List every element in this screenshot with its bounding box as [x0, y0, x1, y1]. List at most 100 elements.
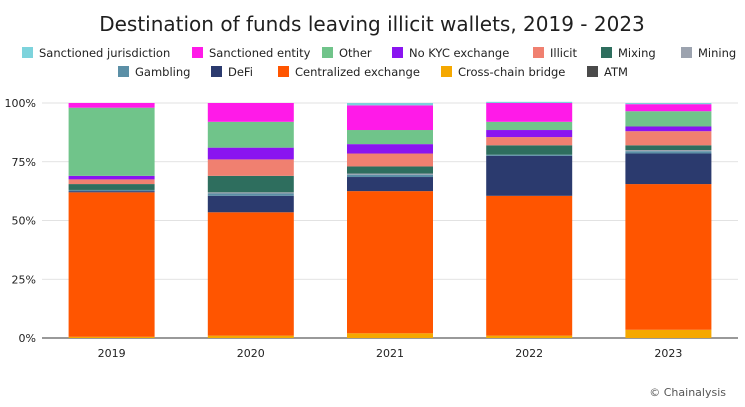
legend-label: Sanctioned entity: [209, 46, 311, 60]
legend-item-gambling: Gambling: [118, 65, 190, 79]
legend-swatch: [392, 47, 403, 58]
x-axis: 2019 2020 2021 2022 2023: [98, 347, 683, 360]
y-tick-label: 100%: [5, 97, 36, 110]
bar-segment-centralized-exchange-2021: [347, 191, 433, 334]
bar-segment-illicit-2020: [207, 159, 294, 176]
bar-segment-centralized-exchange-2022: [486, 195, 573, 336]
x-tick-label-2019: 2019: [98, 347, 126, 360]
bar-segment-other-2019: [68, 107, 155, 176]
legend-swatch: [601, 47, 612, 58]
legend-item-other: Other: [322, 46, 372, 60]
legend-swatch: [22, 47, 33, 58]
legend: Sanctioned jurisdiction Sanctioned entity…: [22, 46, 736, 79]
bar-segment-illicit-2023: [625, 131, 712, 146]
bar-segment-no-kyc-exchange-2021: [347, 144, 433, 154]
bar-segment-centralized-exchange-2020: [207, 212, 294, 336]
bar-segment-cross-chain-bridge-2020: [207, 335, 294, 338]
legend-item-cross-chain-bridge: Cross-chain bridge: [441, 65, 565, 79]
bar-segment-mixing-2022: [486, 145, 573, 155]
legend-item-sanctioned-jurisdiction: Sanctioned jurisdiction: [22, 46, 170, 60]
legend-swatch: [278, 66, 289, 77]
bar-segment-illicit-2021: [347, 153, 433, 167]
legend-item-illicit: Illicit: [533, 46, 577, 60]
legend-label: No KYC exchange: [409, 46, 509, 60]
bars: [68, 101, 712, 338]
bar-segment-defi-2020: [207, 195, 294, 213]
bar-segment-defi-2022: [486, 155, 573, 196]
bar-segment-no-kyc-exchange-2023: [625, 126, 712, 132]
legend-label: Gambling: [135, 65, 190, 79]
x-tick-label-2021: 2021: [376, 347, 404, 360]
legend-swatch: [322, 47, 333, 58]
y-tick-label: 50%: [12, 215, 36, 228]
x-tick-label-2022: 2022: [515, 347, 543, 360]
bar-segment-mining-2021: [347, 173, 433, 175]
bar-segment-mining-2023: [625, 150, 712, 152]
bar-segment-centralized-exchange-2019: [68, 192, 155, 337]
legend-item-sanctioned-entity: Sanctioned entity: [192, 46, 311, 60]
legend-swatch: [533, 47, 544, 58]
legend-swatch: [587, 66, 598, 77]
legend-item-atm: ATM: [587, 65, 628, 79]
legend-label: Other: [339, 46, 372, 60]
bar-segment-mixing-2023: [625, 145, 712, 150]
bar-segment-sanctioned-entity-2019: [68, 103, 155, 108]
bar-segment-illicit-2019: [68, 179, 155, 185]
legend-swatch: [211, 66, 222, 77]
bar-segment-defi-2021: [347, 177, 433, 192]
bar-segment-mixing-2020: [207, 175, 294, 193]
credit-text: © Chainalysis: [649, 386, 726, 399]
bar-segment-cross-chain-bridge-2021: [347, 333, 433, 338]
y-tick-label: 0%: [19, 332, 36, 345]
legend-item-centralized-exchange: Centralized exchange: [278, 65, 420, 79]
bar-segment-no-kyc-exchange-2022: [486, 130, 573, 138]
bar-segment-sanctioned-entity-2021: [347, 105, 433, 131]
legend-label: DeFi: [228, 65, 253, 79]
legend-swatch: [192, 47, 203, 58]
bar-segment-no-kyc-exchange-2020: [207, 147, 294, 160]
bar-segment-gambling-2022: [486, 154, 573, 156]
bar-segment-sanctioned-jurisdiction-2022: [486, 101, 573, 103]
bar-segment-gambling-2023: [625, 151, 712, 154]
bar-segment-other-2020: [207, 121, 294, 148]
bar-segment-sanctioned-entity-2022: [486, 103, 573, 122]
legend-swatch: [681, 47, 692, 58]
x-tick-label-2020: 2020: [237, 347, 265, 360]
bar-segment-centralized-exchange-2023: [625, 184, 712, 330]
legend-label: ATM: [604, 65, 628, 79]
bar-segment-sanctioned-entity-2020: [207, 103, 294, 122]
legend-label: Centralized exchange: [295, 65, 420, 79]
bar-segment-defi-2023: [625, 153, 712, 185]
bar-segment-mixing-2019: [68, 184, 155, 190]
bar-segment-other-2021: [347, 130, 433, 145]
bar-segment-cross-chain-bridge-2023: [625, 329, 712, 338]
bar-segment-gambling-2019: [68, 189, 155, 192]
bar-segment-sanctioned-jurisdiction-2021: [347, 103, 433, 106]
bar-segment-gambling-2021: [347, 174, 433, 178]
chart-title: Destination of funds leaving illicit wal…: [99, 12, 645, 36]
bar-segment-other-2022: [486, 121, 573, 131]
bar-segment-mixing-2021: [347, 166, 433, 174]
bar-segment-cross-chain-bridge-2022: [486, 335, 573, 338]
bar-segment-defi-2019: [68, 191, 155, 193]
legend-label: Cross-chain bridge: [458, 65, 565, 79]
legend-item-mixing: Mixing: [601, 46, 656, 60]
bar-segment-mining-2020: [207, 192, 294, 194]
legend-label: Illicit: [550, 46, 577, 60]
bar-segment-gambling-2020: [207, 193, 294, 196]
legend-item-no-kyc-exchange: No KYC exchange: [392, 46, 509, 60]
bar-segment-sanctioned-entity-2023: [625, 104, 712, 112]
x-tick-label-2023: 2023: [654, 347, 682, 360]
bar-segment-other-2023: [625, 111, 712, 127]
bar-segment-sanctioned-jurisdiction-2023: [625, 103, 712, 105]
legend-swatch: [118, 66, 129, 77]
legend-item-mining: Mining: [681, 46, 736, 60]
legend-label: Mining: [698, 46, 736, 60]
bar-segment-cross-chain-bridge-2019: [68, 336, 155, 338]
legend-label: Sanctioned jurisdiction: [39, 46, 170, 60]
y-tick-label: 75%: [12, 156, 36, 169]
legend-swatch: [441, 66, 452, 77]
legend-item-defi: DeFi: [211, 65, 253, 79]
bar-segment-illicit-2022: [486, 137, 573, 146]
